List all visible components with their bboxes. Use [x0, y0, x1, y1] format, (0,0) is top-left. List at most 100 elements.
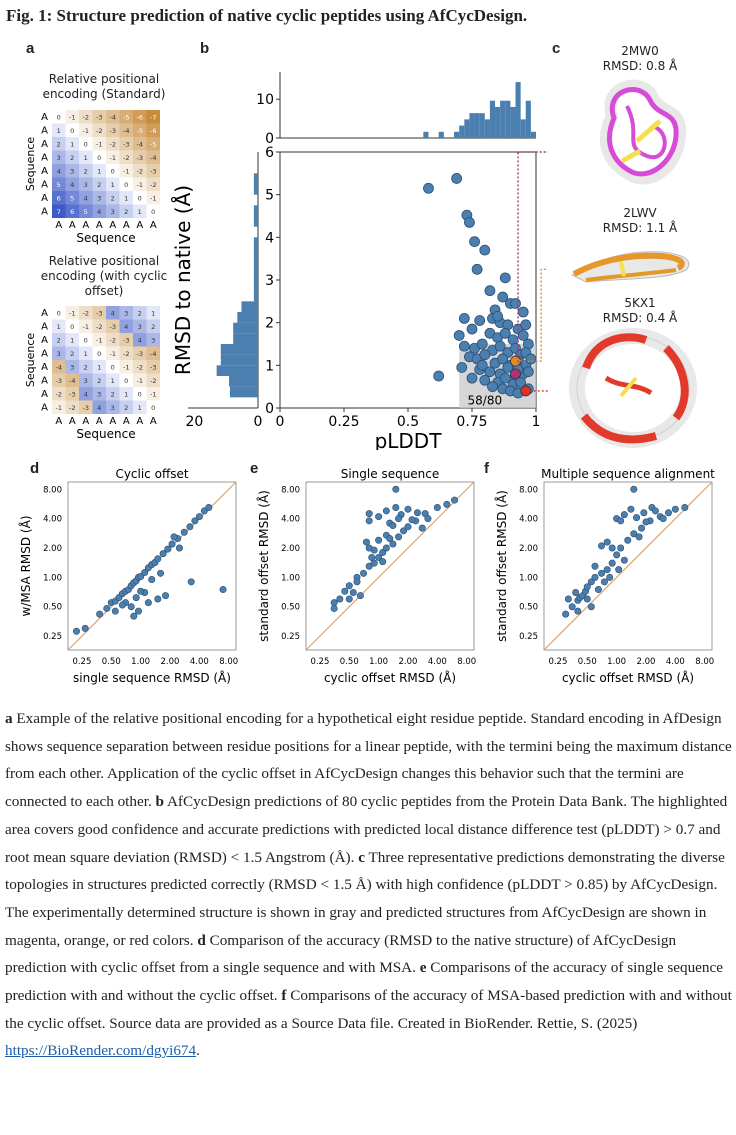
data-point: [144, 599, 152, 607]
data-point: [458, 312, 470, 324]
data-point: [111, 607, 119, 615]
matrix-cell-value: 7: [57, 208, 61, 216]
data-point: [73, 627, 81, 635]
matrix-cell: [146, 204, 160, 218]
matrix-cell: [92, 360, 106, 374]
matrix-cell-value: 1: [151, 309, 155, 317]
left-hist-bar: [220, 354, 258, 366]
structure-2LWV-image: [570, 251, 690, 283]
caption-label-a: a: [5, 710, 13, 727]
matrix-cell-value: -3: [150, 167, 156, 175]
y-tick-label: 2.00: [519, 544, 538, 554]
matrix-cell: [52, 137, 66, 151]
matrix-cell-value: 2: [138, 309, 142, 317]
matrix-cell-value: 0: [84, 140, 88, 148]
matrix-cell-value: 2: [57, 140, 61, 148]
data-point: [627, 505, 635, 513]
caption-label-e: e: [419, 959, 427, 977]
matrix-cell: [92, 373, 106, 387]
matrix-cell: [119, 333, 133, 347]
data-point: [157, 569, 165, 577]
left-hist-bar: [233, 322, 258, 334]
matrix-cell-value: 2: [124, 404, 128, 412]
data-point: [356, 592, 364, 600]
caption-text-b: AfCycDesign predictions of 80 cyclic pep…: [5, 793, 728, 866]
matrix-cell-value: 1: [138, 404, 142, 412]
matrix-cell: [52, 164, 66, 178]
matrix-cell-value: 5: [84, 208, 88, 216]
left-hist-bar: [216, 365, 258, 376]
matrix-cell-value: 0: [151, 404, 155, 412]
matrix-col-label: A: [69, 220, 76, 231]
matrix-col-label: A: [55, 416, 62, 427]
matrix-cell: [106, 150, 120, 164]
top-hist-bar: [520, 119, 526, 138]
y-tick-label: 8.00: [281, 485, 300, 495]
y-axis-label: w/MSA RMSD (Å): [18, 515, 33, 616]
x-tick-label: 1.00: [131, 657, 150, 667]
matrix-cell-value: 3: [57, 350, 61, 358]
matrix-row-label: A: [41, 349, 48, 360]
structure-id: 2MW0: [621, 44, 659, 58]
matrix-cell: [133, 400, 147, 414]
matrix-cell-value: 3: [111, 208, 115, 216]
data-point: [484, 366, 496, 378]
data-point: [81, 624, 89, 632]
data-point: [418, 524, 426, 532]
matrix-col-label: A: [136, 220, 143, 231]
x-tick-label: 0: [276, 414, 285, 430]
data-point: [606, 573, 614, 581]
panel-f-chart: Multiple sequence alignment 0.25 0.25 0.50 0…: [494, 467, 715, 685]
matrix-cell-value: 2: [84, 363, 88, 371]
caption-text-d: Comparison of the accuracy (RMSD to the …: [5, 931, 677, 977]
matrix-cell-value: 2: [57, 336, 61, 344]
matrix-cell: [119, 360, 133, 374]
x-tick-label: 2.00: [399, 657, 418, 667]
top-hist-bar: [495, 106, 501, 138]
biorender-link[interactable]: https://BioRender.com/dgyi674: [5, 1042, 197, 1060]
matrix-cell: [65, 387, 79, 401]
x-tick-label: 4.00: [666, 657, 685, 667]
data-point: [362, 538, 370, 546]
data-point: [620, 511, 628, 519]
left-hist-bar: [253, 269, 258, 280]
data-point: [382, 507, 390, 515]
data-point: [365, 562, 373, 570]
panel-label-a: a: [26, 40, 35, 57]
matrix-ylabel: Sequence: [26, 137, 37, 191]
y-tick-label: 0.50: [519, 603, 538, 613]
matrix-cell-value: -5: [137, 127, 143, 135]
matrix-cell-value: -6: [137, 113, 143, 121]
matrix-cell: [146, 360, 160, 374]
data-point: [476, 359, 488, 371]
top-hist-bar: [530, 131, 536, 138]
data-point: [517, 330, 529, 341]
matrix-cell: [119, 123, 133, 137]
matrix-cell: [106, 123, 120, 137]
matrix-cell: [65, 319, 79, 333]
matrix-cell: [52, 177, 66, 191]
matrix-cell-value: 3: [57, 154, 61, 162]
matrix-cell-value: 1: [84, 154, 88, 162]
matrix-cell-value: -4: [56, 363, 62, 371]
matrix-cell-value: -4: [69, 377, 75, 385]
caption-text-a: Example of the relative positional encod…: [5, 710, 732, 811]
data-point: [413, 509, 421, 517]
data-point: [638, 524, 646, 532]
data-point: [651, 507, 659, 515]
data-point: [664, 509, 672, 517]
data-point: [349, 588, 357, 596]
matrix-cell-value: 1: [84, 350, 88, 358]
matrix-cell: [65, 137, 79, 151]
data-point: [587, 578, 595, 586]
data-point: [353, 578, 361, 586]
caption-text-c: Three representative predictions demonst…: [5, 848, 725, 949]
data-point: [603, 566, 611, 574]
matrix-row-label: A: [41, 126, 48, 137]
matrix-cyclic-title: Relative positional encoding (with cycli…: [40, 254, 168, 298]
structure-2MW0-name: 2MW0 RMSD: 0.8 Å: [580, 44, 700, 74]
matrix-cell: [119, 319, 133, 333]
matrix-cell: [92, 123, 106, 137]
data-point: [379, 548, 387, 556]
matrix-cell: [133, 373, 147, 387]
